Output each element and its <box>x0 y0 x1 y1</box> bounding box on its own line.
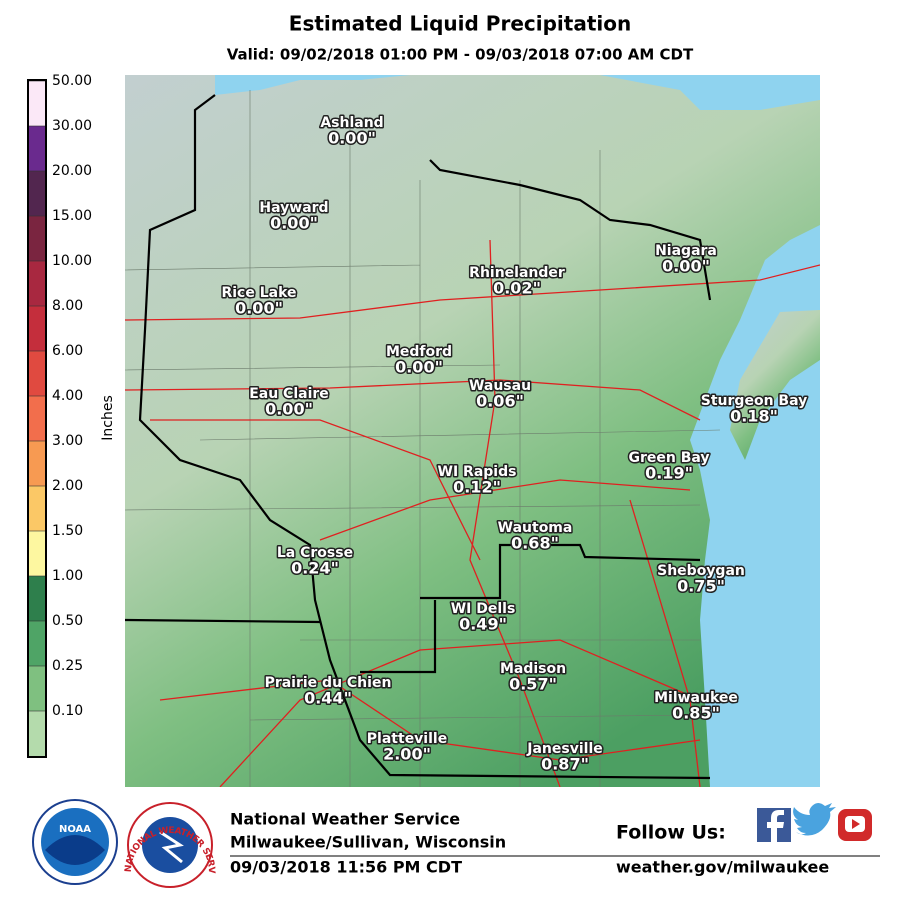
title: Estimated Liquid Precipitation <box>289 12 631 36</box>
city-amount: 0.00" <box>235 299 283 318</box>
city-name: Hayward <box>259 200 328 216</box>
legend-swatch <box>29 666 45 711</box>
legend-swatch <box>29 171 45 216</box>
city-name: Janesville <box>526 741 602 757</box>
legend-swatch <box>29 261 45 306</box>
city-amount: 0.49" <box>459 615 507 634</box>
legend-swatch <box>29 486 45 531</box>
city-amount: 0.57" <box>509 675 557 694</box>
legend-swatch <box>29 531 45 576</box>
city-name: Ashland <box>320 115 383 131</box>
city-name: Wautoma <box>498 520 573 536</box>
city-name: Madison <box>500 661 566 677</box>
city-amount: 0.18" <box>730 407 778 426</box>
city-amount: 0.68" <box>511 534 559 553</box>
legend-label: 8.00 <box>52 298 83 314</box>
city-name: Sheboygan <box>657 563 745 579</box>
legend-label: 10.00 <box>52 253 92 269</box>
office: National Weather Service <box>230 810 460 829</box>
city-amount: 0.87" <box>541 755 589 774</box>
city-amount: 0.00" <box>328 129 376 148</box>
legend-swatch <box>29 396 45 441</box>
city-name: Wausau <box>469 378 531 394</box>
facebook-icon[interactable] <box>757 808 791 842</box>
city-amount: 0.00" <box>265 400 313 419</box>
city-amount: 0.75" <box>677 577 725 596</box>
legend-label: 6.00 <box>52 343 83 359</box>
legend-label: 20.00 <box>52 163 92 179</box>
city-amount: 2.00" <box>383 745 431 764</box>
land <box>125 75 820 787</box>
city-amount: 0.06" <box>476 392 524 411</box>
legend-label: 0.50 <box>52 613 83 629</box>
url[interactable]: weather.gov/milwaukee <box>616 858 829 877</box>
issued: 09/03/2018 11:56 PM CDT <box>230 858 462 877</box>
legend-swatch <box>29 441 45 486</box>
city-amount: 0.44" <box>304 689 352 708</box>
city-amount: 0.00" <box>270 214 318 233</box>
city-name: WI Dells <box>451 601 516 617</box>
legend-swatch <box>29 306 45 351</box>
legend-swatch <box>29 621 45 666</box>
legend-label: 50.00 <box>52 73 92 89</box>
legend-label: 15.00 <box>52 208 92 224</box>
city-name: Rice Lake <box>221 285 296 301</box>
city-name: Platteville <box>367 731 447 747</box>
legend-label: 30.00 <box>52 118 92 134</box>
city-amount: 0.02" <box>493 279 541 298</box>
city-name: Rhinelander <box>469 265 565 281</box>
legend: Inches 50.00 30.00 20.00 15.00 10.00 8.00 6.00… <box>27 73 116 758</box>
city-name: Sturgeon Bay <box>701 393 807 409</box>
legend-label: 4.00 <box>52 388 83 404</box>
noaa-text: NOAA <box>59 824 91 835</box>
city-name: Milwaukee <box>654 690 738 706</box>
counties <box>125 90 721 787</box>
city-amount: 0.00" <box>662 257 710 276</box>
city-amount: 0.00" <box>395 358 443 377</box>
legend-swatch <box>29 216 45 261</box>
noaa-logo: NOAA <box>32 799 118 885</box>
map <box>125 75 820 787</box>
legend-swatch <box>29 126 45 171</box>
legend-label: 1.50 <box>52 523 83 539</box>
legend-frame <box>27 79 47 758</box>
legend-title: Inches <box>100 395 116 440</box>
legend-label: 2.00 <box>52 478 83 494</box>
peninsula <box>730 310 820 460</box>
legend-label: 0.10 <box>52 703 83 719</box>
city-name: Medford <box>386 344 452 360</box>
city-amount: 0.85" <box>672 704 720 723</box>
legend-label: 3.00 <box>52 433 83 449</box>
legend-swatch <box>29 351 45 396</box>
city-name: Green Bay <box>628 450 709 466</box>
legend-swatch <box>29 81 45 126</box>
legend-swatch <box>29 711 45 756</box>
follow: Follow Us: <box>616 822 726 844</box>
city-amount: 0.24" <box>291 559 339 578</box>
city-name: La Crosse <box>277 545 353 561</box>
city-amount: 0.19" <box>645 464 693 483</box>
city-name: Niagara <box>655 243 717 259</box>
roads <box>125 239 820 787</box>
twitter-icon[interactable] <box>793 803 836 836</box>
youtube-icon[interactable] <box>838 809 872 841</box>
state-borders <box>125 94 712 780</box>
city-amount: 0.12" <box>453 478 501 497</box>
city-name: Prairie du Chien <box>265 675 392 691</box>
legend-label: 1.00 <box>52 568 83 584</box>
legend-label: 0.25 <box>52 658 83 674</box>
city-name: Eau Claire <box>249 386 329 402</box>
city-name: WI Rapids <box>438 464 517 480</box>
subtitle: Valid: 09/02/2018 01:00 PM - 09/03/2018 … <box>227 46 694 64</box>
location: Milwaukee/Sullivan, Wisconsin <box>230 833 506 852</box>
legend-swatch <box>29 576 45 621</box>
